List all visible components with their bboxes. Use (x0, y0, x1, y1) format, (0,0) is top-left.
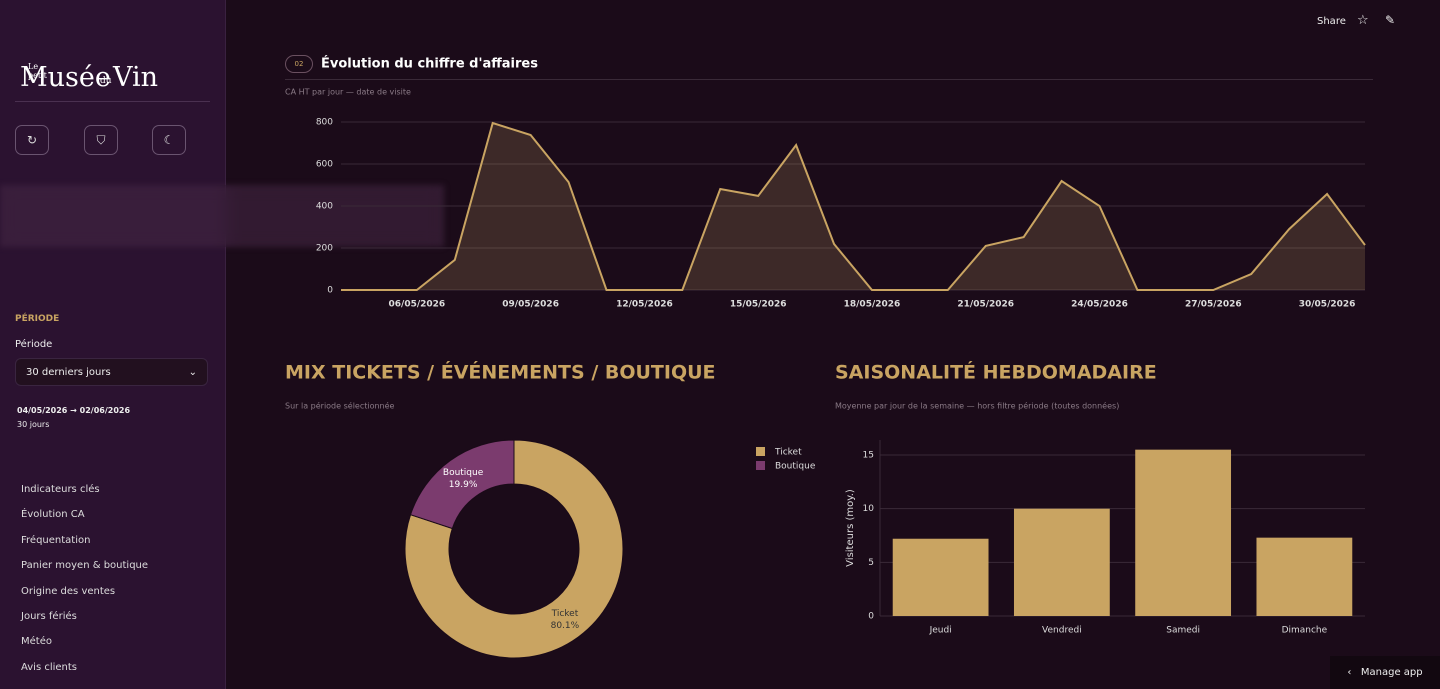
x-tick-label: 12/05/2026 (616, 300, 673, 310)
legend-label: Boutique (775, 462, 816, 472)
bar (1135, 449, 1232, 616)
section-subtitle: Sur la période sélectionnée (285, 401, 395, 411)
legend-label: Ticket (774, 448, 802, 458)
section-subtitle: Moyenne par jour de la semaine — hors fi… (835, 401, 1119, 411)
divider (15, 101, 210, 102)
manage-label: Manage app (1360, 667, 1423, 678)
slice-label: 19.9% (449, 480, 478, 490)
y-axis-label: Visiteurs (moy.) (845, 489, 856, 567)
nav-item[interactable]: Panier moyen & boutique (21, 560, 149, 572)
nav-item[interactable]: Origine des ventes (21, 585, 116, 597)
x-tick-label: 15/05/2026 (730, 300, 787, 310)
share-button[interactable]: Share (1317, 16, 1346, 27)
logo-du: du (100, 76, 112, 86)
y-tick-label: 0 (868, 612, 874, 622)
section-badge: 02 (285, 55, 313, 73)
donut-slice (409, 439, 515, 530)
x-tick-label: 21/05/2026 (957, 300, 1014, 310)
nav-item[interactable]: Fréquentation (21, 534, 91, 546)
sidebar: Le petit Musée du Vin ↻ ⛉ ☾ PÉRIODE Péri… (0, 0, 226, 689)
edit-icon[interactable]: ✎ (1385, 13, 1396, 27)
section-title: SAISONALITÉ HEBDOMADAIRE (835, 361, 1157, 384)
slice-name: Ticket (551, 609, 579, 619)
section-title: MIX TICKETS / ÉVÉNEMENTS / BOUTIQUE (285, 361, 716, 384)
area (341, 123, 1365, 290)
slice-label: 80.1% (551, 621, 580, 631)
x-tick-label: Samedi (1166, 626, 1200, 636)
slice-name: Boutique (443, 468, 484, 478)
x-tick-label: 18/05/2026 (844, 300, 901, 310)
field-label: Période (15, 339, 53, 350)
logo-end: Vin (113, 62, 159, 93)
y-tick-label: 5 (868, 558, 874, 568)
x-tick-label: 06/05/2026 (389, 300, 446, 310)
nav-item[interactable]: Météo (21, 636, 52, 648)
y-tick-label: 400 (316, 202, 333, 212)
period-select[interactable]: 30 derniers jours ⌄ (15, 358, 208, 386)
x-tick-label: Dimanche (1282, 626, 1328, 636)
legend-swatch (756, 447, 765, 456)
x-tick-label: Vendredi (1042, 626, 1082, 636)
section-label: PÉRIODE (15, 314, 60, 324)
x-tick-label: 24/05/2026 (1071, 300, 1128, 310)
y-tick-label: 0 (327, 286, 333, 296)
donut-slice (404, 439, 624, 659)
nav-item[interactable]: Jours fériés (21, 611, 77, 622)
bar (1013, 508, 1110, 616)
divider (285, 79, 1373, 80)
select-value: 30 derniers jours (26, 366, 111, 378)
star-icon[interactable]: ☆ (1357, 13, 1369, 28)
x-tick-label: 09/05/2026 (502, 300, 559, 310)
nav-item[interactable]: Avis clients (21, 661, 78, 673)
y-tick-label: 15 (863, 451, 874, 461)
logo-main: Musée (20, 62, 111, 93)
bar (892, 538, 989, 616)
x-tick-label: 27/05/2026 (1185, 300, 1242, 310)
day-count: 30 jours (17, 420, 50, 429)
y-tick-label: 10 (863, 504, 875, 514)
y-tick-label: 600 (316, 160, 333, 170)
chevron: ⌄ (188, 366, 197, 378)
refresh-button[interactable]: ↻ (15, 125, 49, 155)
nav-item[interactable]: Évolution CA (21, 509, 85, 521)
legend-swatch (756, 461, 765, 470)
x-tick-label: 30/05/2026 (1299, 300, 1356, 310)
bag-button[interactable]: ⛉ (84, 125, 118, 155)
logo-small: Le petit (28, 62, 47, 80)
bar (1256, 537, 1353, 616)
nav-item[interactable]: Indicateurs clés (21, 484, 100, 495)
line (341, 121, 1366, 291)
manage-app[interactable]: ‹ Manage app (1330, 656, 1440, 689)
redaction-blur (0, 185, 444, 247)
y-tick-label: 800 (316, 118, 333, 128)
y-tick-label: 200 (316, 244, 333, 254)
theme-button[interactable]: ☾ (152, 125, 186, 155)
section-subtitle: CA HT par jour — date de visite (285, 88, 411, 97)
x-tick-label: Jeudi (929, 626, 952, 636)
section-title: Évolution du chiffre d'affaires (321, 56, 538, 72)
date-range: 04/05/2026 → 02/06/2026 (17, 406, 131, 415)
